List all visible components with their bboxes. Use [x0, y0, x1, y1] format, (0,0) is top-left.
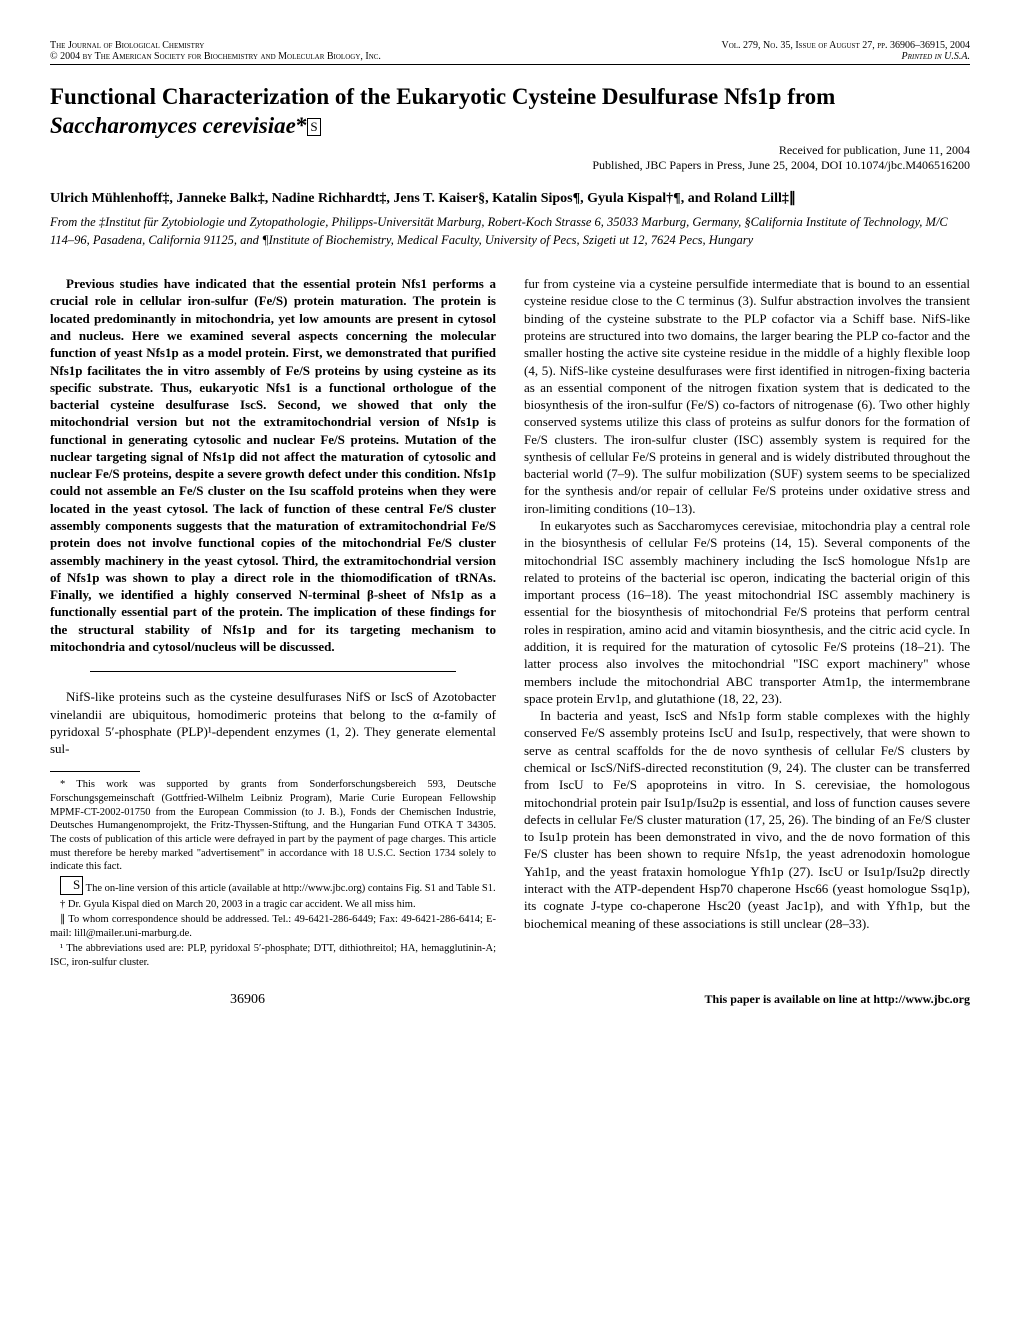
- footnote-correspondence: ∥ To whom correspondence should be addre…: [50, 913, 496, 940]
- intro-paragraph: NifS-like proteins such as the cysteine …: [50, 688, 496, 757]
- page-footer: 36906 This paper is available on line at…: [50, 992, 970, 1008]
- body-paragraph-3: In bacteria and yeast, IscS and Nfs1p fo…: [524, 707, 970, 932]
- footnote-abbreviations: ¹ The abbreviations used are: PLP, pyrid…: [50, 942, 496, 969]
- page-number: 36906: [230, 992, 265, 1008]
- received-block: Received for publication, June 11, 2004 …: [50, 143, 970, 173]
- supplement-mark-icon: S: [307, 118, 320, 136]
- published-doi: Published, JBC Papers in Press, June 25,…: [50, 158, 970, 173]
- affiliations: From the ‡Institut für Zytobiologie und …: [50, 214, 970, 249]
- header-right: Vol. 279, No. 35, Issue of August 27, pp…: [721, 40, 970, 62]
- footnote-supplement: S The on-line version of this article (a…: [50, 876, 496, 896]
- header-left: The Journal of Biological Chemistry © 20…: [50, 40, 381, 62]
- journal-page: The Journal of Biological Chemistry © 20…: [0, 0, 1020, 1048]
- footnote-funding: * This work was supported by grants from…: [50, 778, 496, 873]
- article-title: Functional Characterization of the Eukar…: [50, 83, 970, 141]
- footnote-rule: [50, 771, 140, 772]
- received-date: Received for publication, June 11, 2004: [50, 143, 970, 158]
- two-column-body: Previous studies have indicated that the…: [50, 275, 970, 972]
- right-column: fur from cysteine via a cysteine persulf…: [524, 275, 970, 972]
- abstract: Previous studies have indicated that the…: [50, 275, 496, 655]
- title-asterisk: *: [296, 113, 308, 138]
- footnote-memoriam: † Dr. Gyula Kispal died on March 20, 200…: [50, 898, 496, 912]
- title-species: Saccharomyces cerevisiae: [50, 113, 296, 138]
- abstract-separator: [90, 671, 456, 672]
- title-main: Functional Characterization of the Eukar…: [50, 84, 835, 109]
- supplement-mark-icon: S: [60, 876, 83, 895]
- journal-name: The Journal of Biological Chemistry: [50, 40, 381, 51]
- running-header: The Journal of Biological Chemistry © 20…: [50, 40, 970, 62]
- body-paragraph-2: In eukaryotes such as Saccharomyces cere…: [524, 517, 970, 707]
- footnotes: * This work was supported by grants from…: [50, 778, 496, 969]
- footer-availability: This paper is available on line at http:…: [705, 992, 970, 1007]
- printed-in: Printed in U.S.A.: [721, 51, 970, 62]
- footnote-supplement-text: The on-line version of this article (ava…: [83, 883, 495, 894]
- header-rule: [50, 64, 970, 65]
- left-column: Previous studies have indicated that the…: [50, 275, 496, 972]
- author-list: Ulrich Mühlenhoff‡, Janneke Balk‡, Nadin…: [50, 189, 970, 209]
- body-paragraph-1: fur from cysteine via a cysteine persulf…: [524, 275, 970, 517]
- copyright-line: © 2004 by The American Society for Bioch…: [50, 51, 381, 62]
- issue-info: Vol. 279, No. 35, Issue of August 27, pp…: [721, 40, 970, 51]
